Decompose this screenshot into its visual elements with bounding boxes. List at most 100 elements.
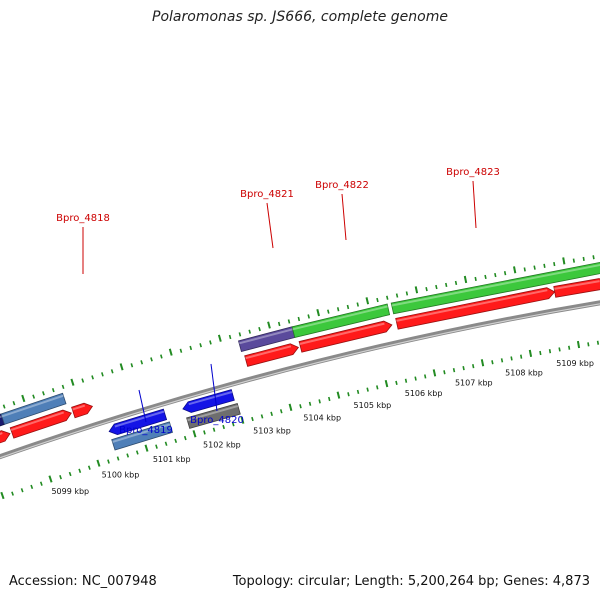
scale-tick [376, 385, 379, 390]
scale-tick [558, 347, 561, 352]
outer-tick [414, 286, 419, 294]
scale-tick [270, 411, 273, 417]
length-value: 5,200,264 bp [407, 574, 495, 589]
scale-label: 5106 kbp [405, 389, 443, 398]
feature-gloss [112, 423, 171, 443]
outer-tick [160, 354, 163, 359]
feature-gloss [114, 410, 165, 428]
feature-gloss [292, 305, 388, 331]
separator: ; [345, 574, 355, 589]
outer-tick [101, 372, 104, 377]
scale-tick [203, 430, 206, 435]
feature-green-box [390, 261, 600, 315]
gene-label: Bpro_4823 [446, 167, 500, 178]
scale-tick [78, 468, 82, 473]
scale-label: 5107 kbp [455, 379, 493, 388]
feature-red_cds-box [71, 402, 94, 419]
scale-tick [260, 414, 264, 419]
scale-tick [299, 404, 302, 409]
scale-label: 5105 kbp [354, 401, 392, 410]
feature-gloss [245, 345, 292, 360]
scale-tick [0, 491, 5, 500]
gene-label: Bpro_4818 [56, 213, 110, 224]
genes-label: Genes: [503, 574, 549, 589]
scale-tick [596, 340, 600, 345]
outer-tick [267, 321, 271, 329]
backbone-arc [0, 300, 600, 460]
scale-label: 5101 kbp [153, 455, 191, 464]
outer-tick [199, 343, 202, 348]
outer-tick [386, 295, 389, 300]
scale-tick [347, 392, 350, 397]
scale-tick [491, 360, 494, 365]
outer-tick [140, 360, 144, 365]
outer-tick [503, 271, 507, 276]
scale-tick [174, 438, 178, 444]
scale-tick [116, 456, 120, 461]
feature-gloss [10, 411, 65, 432]
scale-tick [135, 450, 139, 455]
scale-tick [68, 471, 72, 477]
scale-tick [384, 379, 389, 388]
outer-tick [248, 329, 251, 334]
outer-tick [376, 297, 379, 303]
scale-tick [414, 376, 417, 381]
outer-tick [179, 348, 183, 353]
outer-tick [463, 275, 468, 284]
outer-tick [130, 363, 134, 368]
gene-label: Bpro_4821 [240, 189, 294, 200]
outer-tick [582, 256, 585, 262]
scale-tick [576, 340, 581, 349]
outer-tick [189, 345, 193, 351]
scale-label: 5099 kbp [51, 487, 89, 496]
outer-tick [61, 384, 65, 390]
scale-tick [48, 475, 53, 483]
outer-tick [553, 261, 556, 267]
outer-tick [454, 280, 458, 286]
feature-blue-box [108, 408, 168, 436]
scale-tick [568, 345, 571, 350]
scale-tick [20, 488, 24, 493]
outer-tick [12, 401, 16, 406]
outer-tick [533, 265, 536, 270]
scale-label: 5102 kbp [203, 440, 241, 449]
feature-gloss [299, 322, 385, 345]
scale-tick [424, 374, 427, 379]
outer-tick [150, 357, 153, 362]
outer-tick [258, 326, 261, 332]
feature-red_cds-box [395, 287, 556, 330]
outer-tick [336, 307, 340, 312]
outer-tick [572, 258, 575, 263]
outer-tick [474, 276, 477, 282]
accession-value: NC_007948 [81, 574, 157, 589]
outer-tick [405, 291, 409, 296]
scale-tick [443, 370, 446, 375]
scale-tick [404, 378, 408, 383]
scale-tick [539, 350, 542, 356]
feature-gray-box [186, 403, 241, 429]
outer-tick [523, 267, 526, 272]
topology-value: circular [297, 574, 346, 589]
outer-tick [513, 266, 517, 274]
outer-tick [81, 378, 85, 383]
feature-gloss [1, 394, 64, 418]
gene-label: Bpro_4819 [119, 425, 173, 436]
feature-steel_blue-box [0, 392, 67, 425]
scale-tick [240, 416, 245, 424]
outer-tick [287, 319, 291, 324]
outer-tick [445, 282, 448, 288]
gene-label-leader [472, 180, 477, 229]
feature-red_cds-box [298, 320, 393, 353]
scale-tick [183, 435, 187, 441]
scale-tick [222, 424, 225, 430]
outer-tick [494, 272, 497, 278]
accession-info: Accession: NC_007948 [9, 574, 157, 589]
scale-tick [155, 444, 158, 449]
scale-tick [288, 403, 293, 411]
outer-tick [562, 257, 566, 265]
scale-tick [452, 368, 456, 373]
feature-blue-box [182, 389, 235, 413]
feature-gloss [391, 263, 600, 307]
outer-tick [425, 287, 428, 292]
outer-tick [307, 314, 310, 319]
